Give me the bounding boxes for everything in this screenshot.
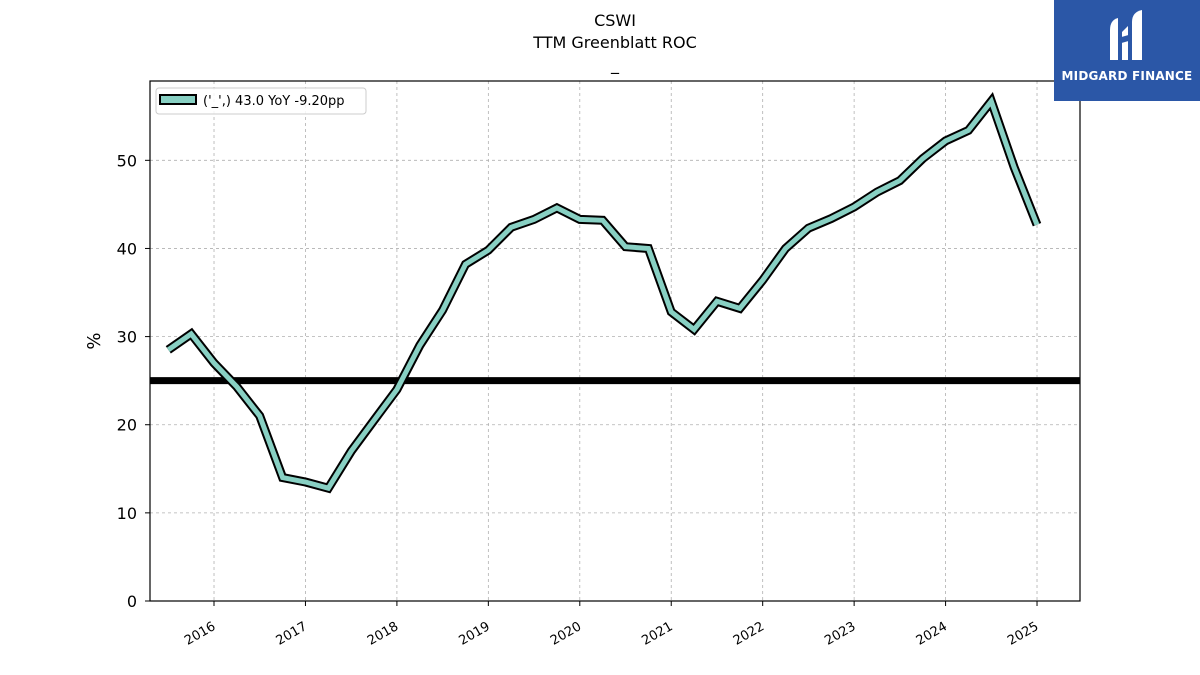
y-tick-label: 10 <box>117 504 137 523</box>
chart-subtitle-2: _ <box>610 55 620 75</box>
chart-subtitle: TTM Greenblatt ROC <box>532 33 697 52</box>
x-tick-label: 2019 <box>457 619 493 649</box>
grid <box>150 81 1080 602</box>
x-axis: 2016 2017 2018 2019 2020 2021 2022 2023 2024 2025 <box>182 601 1041 649</box>
y-tick-label: 40 <box>117 239 137 258</box>
x-tick-label: 2025 <box>1005 619 1041 649</box>
chart-title: CSWI <box>594 11 636 30</box>
y-tick-label: 50 <box>117 151 137 170</box>
series-line-outline <box>165 92 1042 494</box>
x-tick-label: 2024 <box>914 619 950 649</box>
legend-label: ('_',) 43.0 YoY -9.20pp <box>203 94 345 109</box>
x-tick-label: 2016 <box>182 619 218 649</box>
x-tick-label: 2023 <box>822 619 858 649</box>
plot-frame <box>149 80 1081 602</box>
series-line <box>166 96 1040 492</box>
x-tick-label: 2017 <box>274 619 310 649</box>
y-tick-label: 0 <box>127 592 137 611</box>
x-tick-label: 2021 <box>639 619 675 649</box>
midgard-logo-icon <box>1110 10 1142 60</box>
brand-logo: MIDGARD FINANCE <box>1054 0 1200 101</box>
x-tick-label: 2022 <box>731 619 767 649</box>
y-axis-label: % <box>84 332 105 349</box>
legend-swatch <box>159 94 197 105</box>
y-tick-label: 30 <box>117 328 137 347</box>
x-tick-label: 2018 <box>365 619 401 649</box>
brand-logo-text: MIDGARD FINANCE <box>1061 69 1193 83</box>
series-layer <box>165 92 1042 494</box>
legend: ('_',) 43.0 YoY -9.20pp <box>155 87 367 115</box>
y-tick-label: 20 <box>117 416 137 435</box>
legend-box <box>155 87 367 115</box>
x-tick-label: 2020 <box>548 619 584 649</box>
y-axis: 0 10 20 30 40 50 <box>117 151 150 611</box>
